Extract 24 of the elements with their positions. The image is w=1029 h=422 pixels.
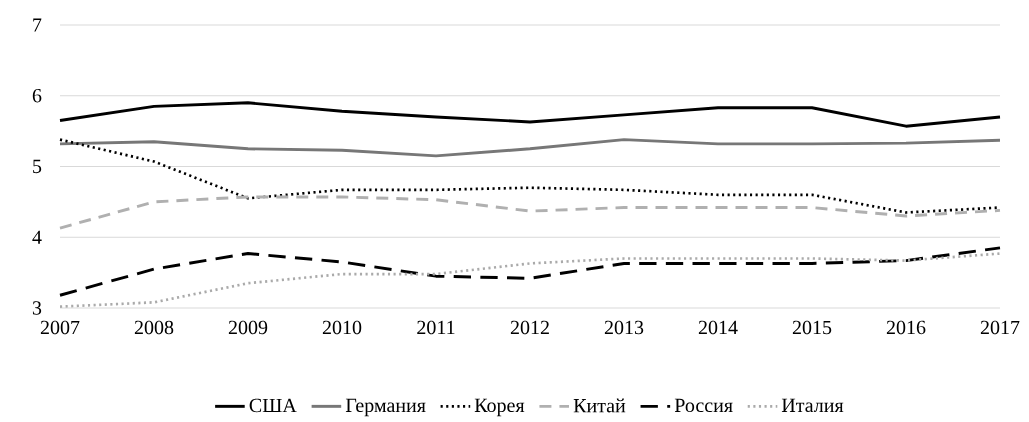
legend-label: Германия (345, 398, 426, 417)
legend-label: Корея (474, 398, 525, 417)
line-series (58, 138, 1002, 158)
x-tick-label: 2013 (604, 320, 644, 335)
y-tick-label: 4 (32, 230, 42, 244)
x-tick-label: 2015 (792, 320, 832, 335)
x-tick-label: 2017 (980, 320, 1020, 335)
legend-label: Италия (781, 398, 844, 413)
y-tick-label: 6 (32, 89, 42, 103)
x-tick-label: 2012 (510, 320, 549, 335)
legend-label: США (249, 398, 297, 413)
x-tick-label: 2007 (40, 320, 80, 335)
y-tick-label: 3 (32, 301, 42, 315)
legend-label: Китай (573, 398, 626, 413)
x-tick-label: 2009 (228, 320, 268, 335)
line-series (58, 101, 1002, 128)
x-tick-label: 2010 (322, 320, 362, 335)
y-tick-label: 7 (33, 18, 42, 32)
y-tick-label: 5 (33, 159, 42, 174)
x-tick-label: 2016 (886, 320, 926, 335)
x-tick-label: 2011 (417, 320, 455, 335)
x-tick-label: 2008 (134, 320, 174, 335)
x-tick-label: 2014 (698, 320, 738, 335)
legend-label: Россия (674, 398, 733, 413)
